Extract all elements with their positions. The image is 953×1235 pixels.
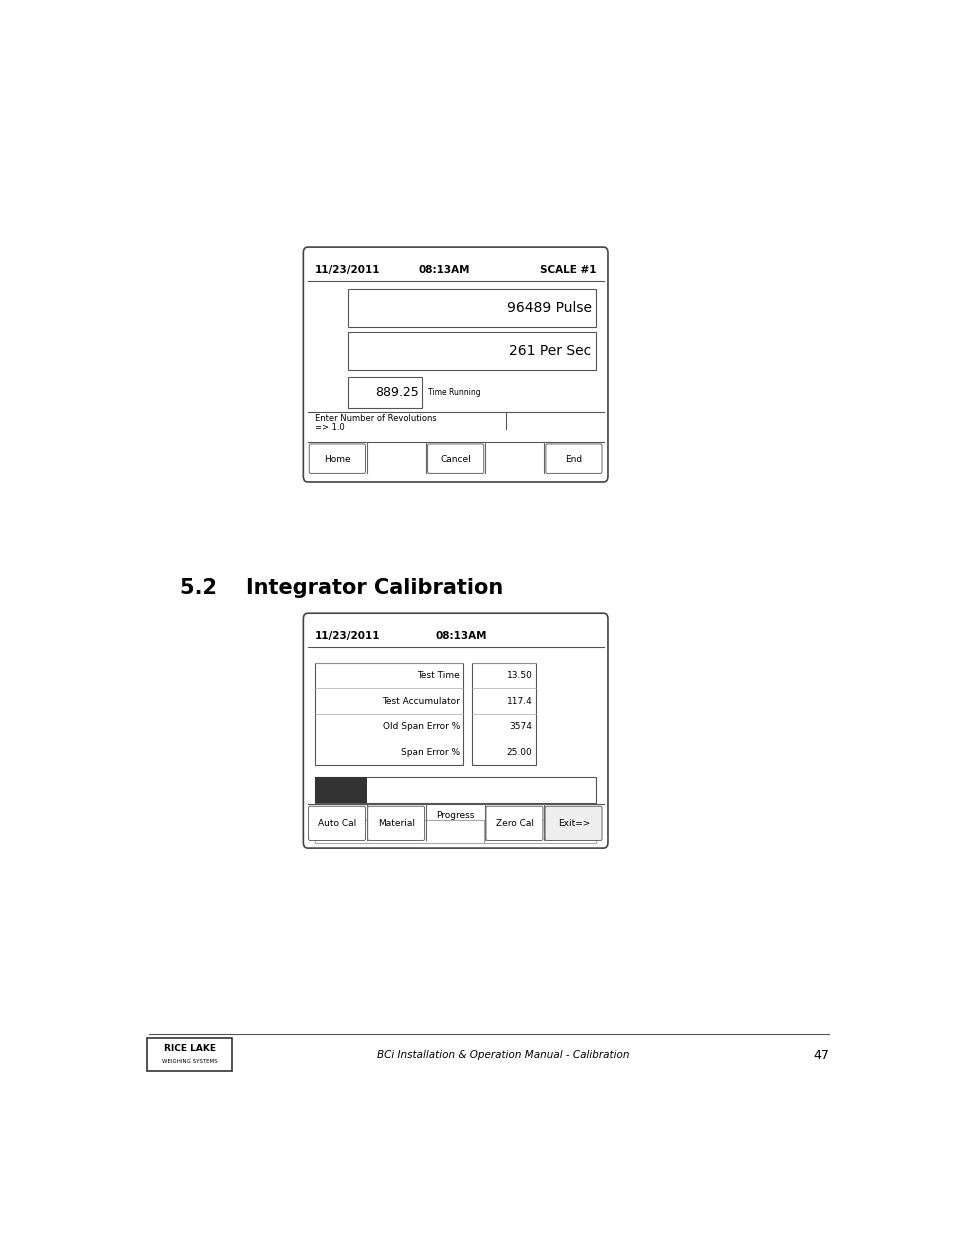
Text: 261 Per Sec: 261 Per Sec [509,343,591,358]
Text: 08:13AM: 08:13AM [436,631,487,641]
Text: Test Time: Test Time [416,671,459,680]
Bar [472,663,535,766]
FancyBboxPatch shape [303,614,607,848]
Bar [314,777,596,804]
Text: 08:13AM: 08:13AM [417,266,469,275]
Text: Cancel: Cancel [440,454,471,463]
Text: 13.50: 13.50 [506,671,532,680]
Text: Test Accumulator: Test Accumulator [382,697,459,705]
Text: BCi Installation & Operation Manual - Calibration: BCi Installation & Operation Manual - Ca… [377,1051,629,1061]
Text: Zero Cal: Zero Cal [496,819,534,827]
Text: 11/23/2011: 11/23/2011 [314,631,380,641]
Text: 25.00: 25.00 [506,748,532,757]
FancyBboxPatch shape [427,443,483,473]
Text: RICE LAKE: RICE LAKE [164,1045,216,1053]
Text: Span Error %: Span Error % [400,748,459,757]
Bar [348,289,596,327]
Text: Old Span Error %: Old Span Error % [382,722,459,731]
Text: Material: Material [377,819,415,827]
FancyBboxPatch shape [485,806,542,841]
Bar [348,377,422,408]
Text: 5.2    Integrator Calibration: 5.2 Integrator Calibration [180,578,502,598]
Text: => 1.0: => 1.0 [314,424,345,432]
FancyBboxPatch shape [367,806,424,841]
Text: Home: Home [324,454,351,463]
FancyBboxPatch shape [545,443,601,473]
Text: 117.4: 117.4 [506,697,532,705]
Bar [314,663,462,766]
Bar [314,820,596,844]
Text: Auto Cal: Auto Cal [318,819,356,827]
Text: End: End [565,454,582,463]
FancyBboxPatch shape [303,247,607,482]
Bar [348,332,596,369]
Text: SCALE #1: SCALE #1 [539,266,596,275]
Text: 47: 47 [812,1049,828,1062]
Text: 3574: 3574 [509,722,532,731]
Text: Exit=>: Exit=> [558,819,590,827]
Text: Time Running: Time Running [428,388,480,396]
Text: 96489 Pulse: 96489 Pulse [506,301,591,315]
Bar [147,1039,233,1071]
Text: Enter Number of Revolutions: Enter Number of Revolutions [314,414,436,422]
FancyBboxPatch shape [308,806,365,841]
Bar [314,777,367,804]
FancyBboxPatch shape [309,443,365,473]
Text: 11/23/2011: 11/23/2011 [314,266,380,275]
Text: WEIGHING SYSTEMS: WEIGHING SYSTEMS [162,1058,218,1063]
Text: Progress: Progress [436,811,475,820]
Text: 889.25: 889.25 [375,385,418,399]
FancyBboxPatch shape [544,806,601,841]
